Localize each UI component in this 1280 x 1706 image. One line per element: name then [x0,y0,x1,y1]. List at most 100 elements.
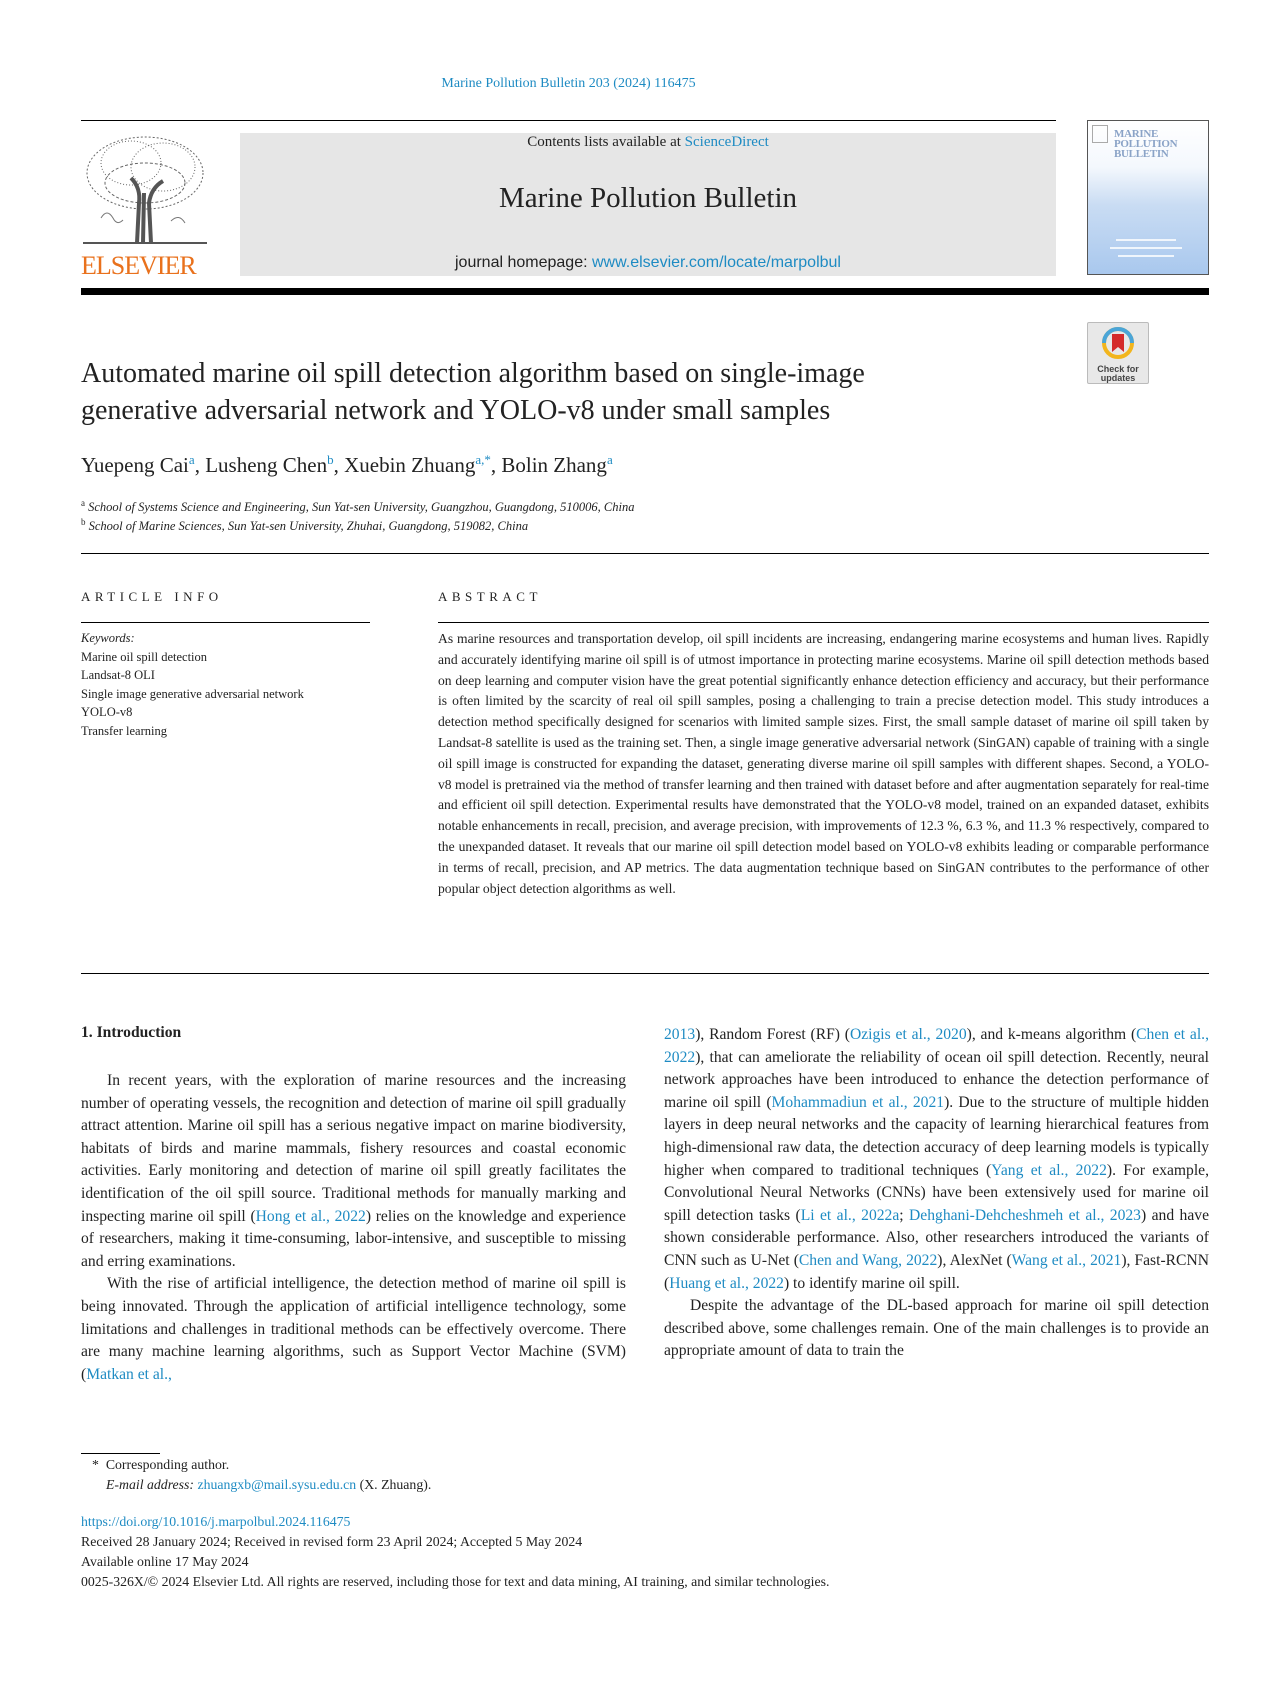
cover-title: MARINE POLLUTION BULLETIN [1114,128,1178,160]
cover-wave [1118,255,1174,257]
received-dates: Received 28 January 2024; Received in re… [81,1534,583,1549]
divider [81,553,1209,554]
abstract-heading: ABSTRACT [438,589,542,604]
paragraph-text: ), that can ameliorate the reliability o… [664,1048,1209,1111]
paragraph: In recent years, with the exploration of… [81,1070,626,1273]
title-line: generative adversarial network and YOLO-… [81,395,831,426]
doi-link[interactable]: https://doi.org/10.1016/j.marpolbul.2024… [81,1514,351,1529]
copyright: 0025-326X/© 2024 Elsevier Ltd. All right… [81,1574,830,1589]
journal-homepage: journal homepage: www.elsevier.com/locat… [240,254,1056,272]
email-line: E-mail address: zhuangxb@mail.sysu.edu.c… [92,1475,431,1495]
cover-wave [1110,247,1182,249]
citation-link[interactable]: Mohammadiun et al., 2021 [771,1093,945,1111]
author-affiliation-marker[interactable]: b [327,452,334,467]
email-link[interactable]: zhuangxb@mail.sysu.edu.cn [197,1477,357,1492]
check-for-updates-button[interactable]: Check for updates [1087,322,1149,384]
left-column: In recent years, with the exploration of… [81,1070,626,1386]
citation-link[interactable]: Matkan et al., [86,1365,172,1383]
article-title: Automated marine oil spill detection alg… [81,355,1041,429]
header-top-rule [81,120,1056,121]
article-info-heading: ARTICLE INFO [81,589,223,604]
footnote-rule [81,1453,160,1454]
paragraph: Despite the advantage of the DL-based ap… [664,1295,1209,1363]
abstract-rule [438,622,1209,623]
author-name[interactable]: Lusheng Chen [205,453,328,477]
header-thick-rule [81,288,1209,295]
citation-link[interactable]: Hong et al., 2022 [255,1207,366,1225]
journal-header-box [240,133,1056,276]
citation-link[interactable]: Li et al., 2022a [800,1206,900,1224]
paragraph-text: ) and have shown considerable performanc… [664,1206,1209,1269]
keyword: Marine oil spill detection [81,649,208,664]
citation-link[interactable]: Dehghani-Dehcheshmeh et al., 2023 [909,1206,1141,1224]
paragraph-text: ) relies on the knowledge and experience… [81,1207,626,1270]
paragraph: 2013), Random Forest (RF) (Ozigis et al.… [664,1024,1209,1295]
right-column: 2013), Random Forest (RF) (Ozigis et al.… [664,1024,1209,1363]
affiliation-marker: b [81,517,86,527]
keyword: YOLO-v8 [81,705,133,720]
footnote-marker: * [92,1457,99,1472]
citation-link[interactable]: Chen et al., 2022 [664,1026,1209,1066]
cover-logo-icon [1092,125,1108,143]
homepage-prefix: journal homepage: [455,254,592,271]
citation-link[interactable]: 2013 [664,1026,696,1043]
article-info-rule [81,622,370,623]
citation-link[interactable]: Huang et al., 2022 [669,1274,784,1292]
article-footer: https://doi.org/10.1016/j.marpolbul.2024… [81,1512,829,1592]
elsevier-logo[interactable]: ELSEVIER [81,133,209,280]
paragraph-text: ), and k-means algorithm ( [966,1026,1137,1043]
author-name[interactable]: Xuebin Zhuang [344,453,476,477]
contents-line: Contents lists available at ScienceDirec… [240,134,1056,151]
author-affiliation-marker[interactable]: a [188,452,195,467]
paragraph-text: ) to identify marine oil spill. [783,1274,960,1292]
check-updates-label: Check for updates [1097,364,1139,383]
homepage-link[interactable]: www.elsevier.com/locate/marpolbul [591,254,841,271]
citation-link[interactable]: Chen and Wang, 2022 [798,1251,938,1269]
elsevier-wordmark: ELSEVIER [81,251,197,280]
citation-link[interactable]: Ozigis et al., 2020 [850,1026,967,1043]
paragraph-text: ), Random Forest (RF) ( [695,1026,850,1043]
journal-title: Marine Pollution Bulletin [498,182,798,214]
citation-link[interactable]: Wang et al., 2021 [1011,1251,1122,1269]
author-name[interactable]: Yuepeng Cai [81,453,189,477]
author-separator: , [490,453,502,477]
paragraph-text: ). Due to the structure of multiple hidd… [664,1093,1209,1179]
elsevier-tree-icon [83,136,207,244]
paragraph-text: With the rise of artificial intelligence… [81,1275,626,1383]
check-updates-icon [1102,327,1134,359]
corresponding-note: * Corresponding author. [92,1455,431,1475]
affiliation-text: School of Systems Science and Engineerin… [88,500,635,515]
affiliation-a: a School of Systems Science and Engineer… [81,498,635,515]
sciencedirect-link[interactable]: ScienceDirect [684,134,769,150]
keywords-label: Keywords: [81,631,135,645]
divider [81,973,1209,974]
paragraph-text: ). For example, Convolutional Neural Net… [664,1161,1210,1224]
author-affiliation-marker[interactable]: a [606,452,613,467]
paragraph-text: ), Fast-RCNN ( [664,1251,1209,1292]
paragraph-text: In recent years, with the exploration of… [81,1072,626,1225]
section-heading: 1. Introduction [81,1024,182,1041]
affiliation-text: School of Marine Sciences, Sun Yat-sen U… [88,519,529,534]
paragraph-text: ; [899,1206,910,1224]
author-affiliation-marker[interactable]: a,* [475,452,491,467]
keywords-block: Keywords: Marine oil spill detection Land… [81,629,304,741]
email-owner: (X. Zhuang). [359,1477,432,1492]
author-separator: , [194,453,206,477]
keyword: Landsat-8 OLI [81,668,155,683]
paragraph-text: ), AlexNet ( [937,1251,1012,1269]
paragraph: With the rise of artificial intelligence… [81,1273,626,1386]
title-line: Automated marine oil spill detection alg… [81,358,865,389]
keyword: Single image generative adversarial netw… [81,686,304,701]
footnote: * Corresponding author. E-mail address: … [92,1455,431,1495]
cover-wave [1116,239,1176,241]
citation-link[interactable]: Yang et al., 2022 [991,1161,1107,1179]
email-label: E-mail address: [106,1477,195,1492]
journal-reference-link[interactable]: Marine Pollution Bulletin 203 (2024) 116… [441,76,696,91]
abstract-text: As marine resources and transportation d… [438,631,1209,896]
journal-cover-image[interactable]: MARINE POLLUTION BULLETIN [1087,120,1209,275]
corresponding-label: Corresponding author. [105,1457,230,1472]
contents-prefix: Contents lists available at [527,134,685,150]
available-online: Available online 17 May 2024 [81,1554,249,1569]
keyword: Transfer learning [81,723,167,738]
author-name[interactable]: Bolin Zhang [501,453,607,477]
